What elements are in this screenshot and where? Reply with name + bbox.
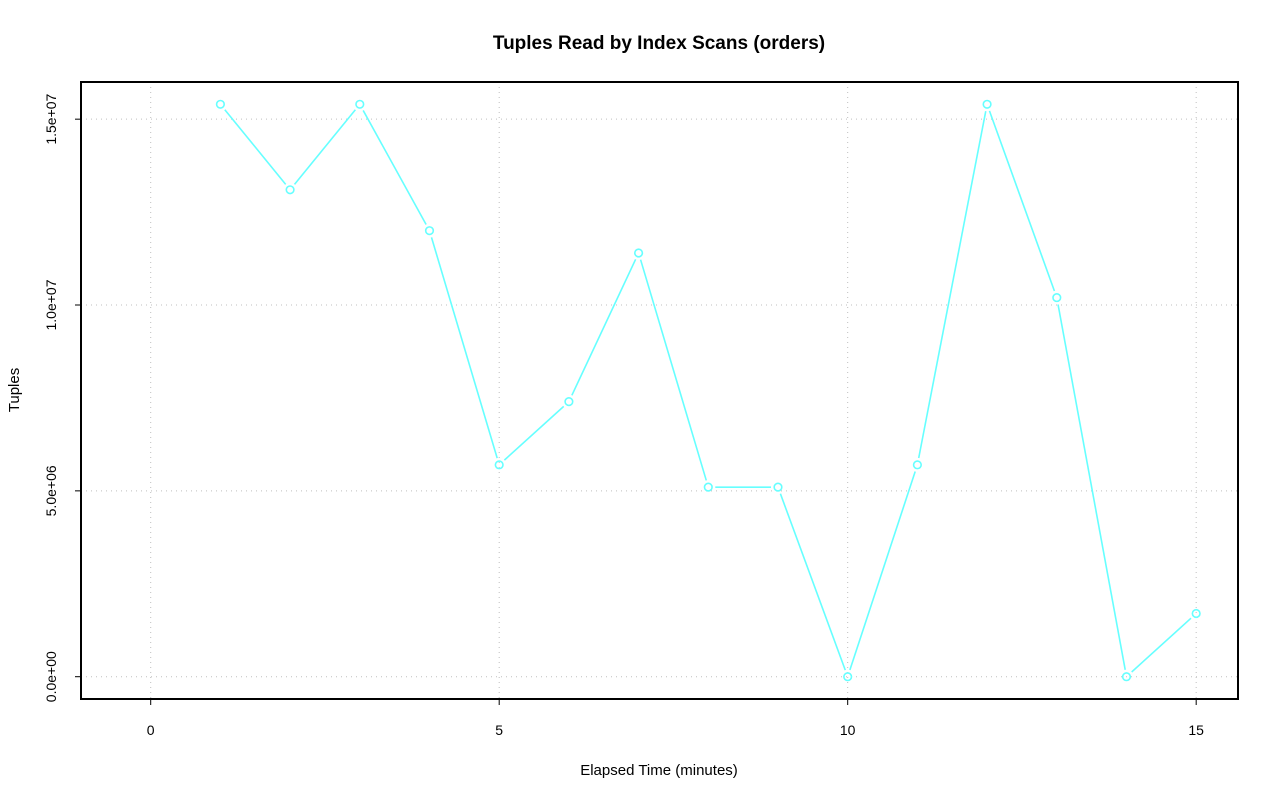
data-point bbox=[1121, 672, 1132, 682]
data-point bbox=[215, 99, 225, 109]
y-tick-label: 0.0e+00 bbox=[43, 651, 59, 702]
x-tick-label: 5 bbox=[495, 722, 503, 738]
series-segment bbox=[293, 109, 356, 185]
data-point bbox=[1191, 608, 1201, 619]
series-segment bbox=[362, 110, 427, 225]
x-tick-label: 15 bbox=[1188, 722, 1204, 738]
series-segment bbox=[849, 471, 916, 671]
data-point bbox=[703, 482, 713, 492]
data-point bbox=[843, 672, 853, 682]
chart-title: Tuples Read by Index Scans (orders) bbox=[493, 33, 825, 54]
data-point bbox=[494, 460, 504, 470]
y-tick-label: 5.0e+06 bbox=[43, 465, 59, 516]
data-point bbox=[982, 99, 992, 109]
data-point bbox=[285, 185, 295, 195]
y-axis-label: Tuples bbox=[6, 368, 23, 412]
plot-frame bbox=[80, 81, 1239, 700]
series-segment bbox=[988, 110, 1056, 292]
data-point bbox=[1052, 292, 1062, 303]
series-segment bbox=[779, 493, 847, 671]
data-point bbox=[355, 99, 365, 109]
data-point bbox=[773, 482, 783, 492]
x-axis-label: Elapsed Time (minutes) bbox=[580, 762, 738, 779]
data-point bbox=[633, 248, 644, 258]
series-segment bbox=[430, 237, 498, 459]
data-point bbox=[564, 397, 574, 407]
data-point bbox=[912, 460, 922, 470]
grid bbox=[81, 82, 1238, 699]
y-tick-label: 1.0e+07 bbox=[43, 279, 59, 330]
data-point bbox=[424, 226, 435, 236]
y-tick-label: 1.5e+07 bbox=[43, 93, 59, 144]
x-tick-label: 0 bbox=[147, 722, 155, 738]
series-segment bbox=[503, 405, 565, 461]
series-segment bbox=[1057, 304, 1127, 670]
axes: 0 5 10 15 0.0e+00 5.0e+06 1.0e+07 1.5e+07 bbox=[43, 93, 1204, 738]
series-segment bbox=[639, 259, 708, 481]
series-segment bbox=[1131, 617, 1192, 673]
series-segment bbox=[224, 109, 287, 185]
series-segment bbox=[571, 258, 637, 396]
x-tick-label: 10 bbox=[840, 722, 856, 738]
series-line bbox=[215, 99, 1201, 682]
series-segment bbox=[917, 111, 987, 459]
